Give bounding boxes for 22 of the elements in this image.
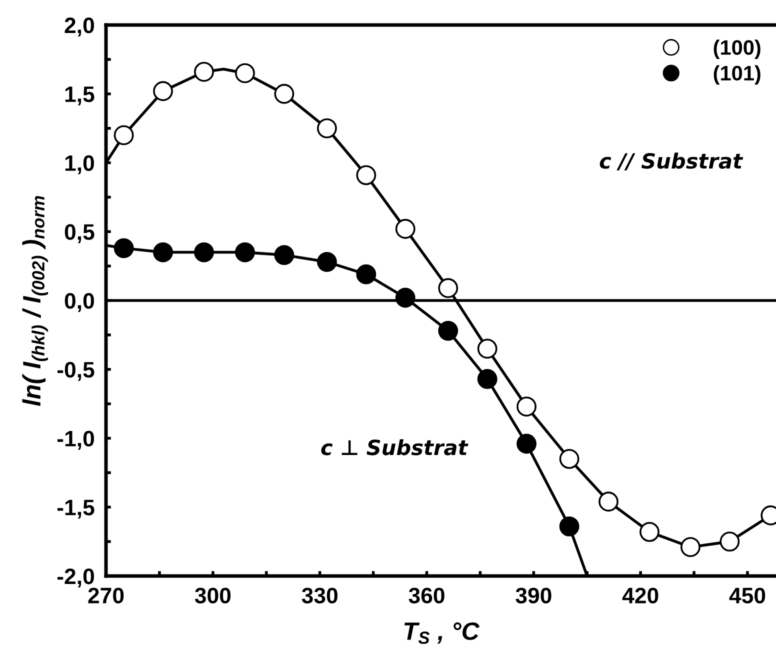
y-tick-label: 1,0 — [65, 155, 94, 174]
y-axis-title: ln( I$_{(hkl)}$ / I$_{(002)}$ )$_{norm}$ — [22, 196, 48, 406]
x-axis-title: T$_{S}$ , °C — [404, 622, 480, 644]
x-tick-label: 330 — [302, 588, 338, 604]
x-tick-label: 360 — [408, 588, 444, 604]
y-tick-label: 2,0 — [64, 18, 94, 36]
y-tick-label: -1,0 — [57, 430, 94, 450]
x-tick-label: 420 — [622, 588, 658, 604]
annotation: c // Substrat — [600, 152, 744, 170]
y-tick-label: -0,5 — [57, 362, 94, 381]
y-tick-label: 0,5 — [64, 224, 94, 244]
y-tick-label: 0,0 — [64, 293, 94, 312]
legend-label: (100) — [714, 40, 760, 60]
annotation: c ⊥ Substrat — [321, 439, 468, 456]
x-tick-label: 270 — [88, 588, 124, 604]
x-tick-label: 390 — [516, 588, 552, 604]
y-tick-label: 1,5 — [65, 86, 94, 106]
y-tick-label: -1,5 — [57, 500, 94, 519]
y-tick-label: -2,0 — [57, 568, 94, 588]
legend-label: (101) — [714, 65, 760, 85]
x-tick-label: 450 — [729, 588, 766, 604]
x-tick-label: 300 — [194, 588, 231, 604]
